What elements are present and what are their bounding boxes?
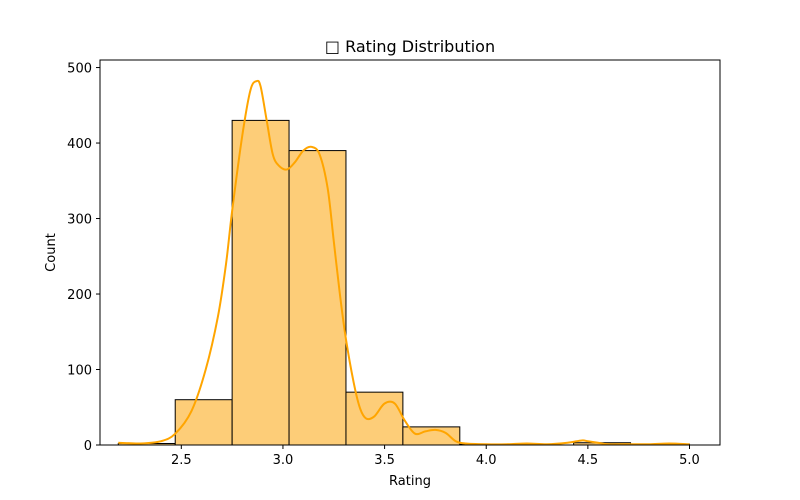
x-tick-label: 2.5 [171,453,192,468]
x-tick-label: 4.5 [578,453,599,468]
x-tick-label: 5.0 [679,453,700,468]
y-tick-label: 300 [67,213,92,228]
x-tick-label: 4.0 [476,453,497,468]
histogram-bar-3 [288,150,347,446]
x-tick-label: 3.5 [374,453,395,468]
y-axis-ticks: 0 100 200 300 400 500 [67,62,100,454]
y-tick-label: 400 [67,137,92,152]
histogram-bars [117,119,691,446]
axes-frame [99,59,721,446]
x-axis-label: Rating [389,474,431,489]
y-tick-label: 0 [84,439,92,454]
y-tick-label: 100 [67,364,92,379]
y-axis-label: Count [44,233,59,272]
x-axis-ticks: 2.5 3.0 3.5 4.0 4.5 5.0 [171,445,700,468]
y-tick-label: 500 [67,62,92,77]
histogram-bar-4 [345,391,404,446]
kde-curve [118,79,690,446]
x-tick-label: 3.0 [273,453,294,468]
y-tick-label: 200 [67,288,92,303]
chart-title: □ Rating Distribution [325,37,495,56]
kde-curve-group [118,79,690,446]
histogram-bar-2 [231,119,290,446]
